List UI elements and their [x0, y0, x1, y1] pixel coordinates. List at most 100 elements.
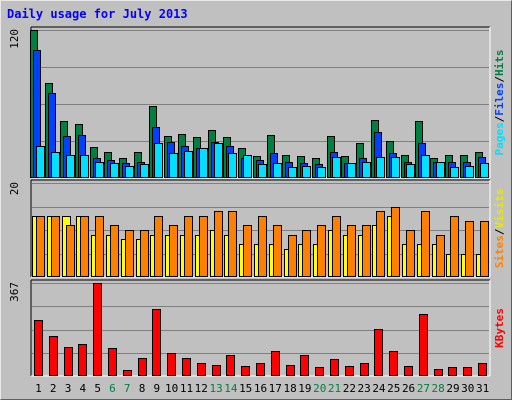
- x-tick-label-day-17: 17: [269, 382, 282, 395]
- bar-pages-day-2: [51, 152, 60, 178]
- bar-pages-day-30: [465, 166, 474, 178]
- bar-pages-day-26: [406, 164, 415, 178]
- x-tick-label-day-2: 2: [50, 382, 57, 395]
- legend-separator: /: [493, 76, 506, 83]
- bar-sites-day-11: [184, 216, 193, 277]
- legend-item-sites: Sites: [493, 235, 506, 268]
- x-tick-label-day-21: 21: [328, 382, 341, 395]
- bar-pages-day-16: [258, 164, 267, 178]
- bar-pages-day-10: [169, 153, 178, 178]
- bar-pages-day-24: [376, 157, 385, 178]
- x-tick-label-day-4: 4: [80, 382, 87, 395]
- bar-sites-day-2: [51, 216, 60, 277]
- bar-kbytes-day-15: [241, 366, 250, 376]
- x-tick-label-day-8: 8: [139, 382, 146, 395]
- bar-kbytes-day-28: [434, 369, 443, 376]
- bar-sites-day-17: [273, 225, 282, 277]
- bar-pages-day-19: [302, 166, 311, 178]
- x-tick-label-day-1: 1: [35, 382, 42, 395]
- bar-sites-day-22: [347, 225, 356, 277]
- bar-kbytes-day-21: [330, 359, 339, 376]
- bar-kbytes-day-29: [448, 367, 457, 376]
- bar-pages-day-13: [214, 143, 223, 178]
- bar-kbytes-day-26: [404, 366, 413, 376]
- bar-kbytes-day-17: [271, 351, 280, 376]
- bar-pages-day-14: [228, 153, 237, 178]
- bar-sites-day-8: [140, 230, 149, 277]
- bar-kbytes-day-5: [93, 283, 102, 376]
- bar-pages-day-17: [273, 163, 282, 178]
- x-tick-label-day-20: 20: [313, 382, 326, 395]
- bar-kbytes-day-22: [345, 366, 354, 376]
- bar-sites-day-14: [228, 211, 237, 277]
- bar-kbytes-day-4: [78, 344, 87, 376]
- x-tick-label-day-7: 7: [124, 382, 131, 395]
- bar-kbytes-day-24: [374, 329, 383, 376]
- bar-sites-day-28: [436, 235, 445, 277]
- y-axis-max-label: 120: [8, 29, 21, 49]
- bar-kbytes-day-11: [182, 358, 191, 376]
- bar-pages-day-11: [184, 151, 193, 178]
- x-tick-label-day-14: 14: [224, 382, 238, 395]
- bar-pages-day-27: [421, 155, 430, 178]
- bar-kbytes-day-23: [360, 363, 369, 376]
- x-tick-label-day-28: 28: [432, 382, 445, 395]
- bar-kbytes-day-6: [108, 348, 117, 376]
- y-axis-max-label: 20: [8, 182, 21, 195]
- bar-kbytes-day-27: [419, 314, 428, 376]
- bar-kbytes-day-16: [256, 363, 265, 376]
- legend-item-kbytes: KBytes: [493, 308, 506, 348]
- bar-pages-day-28: [436, 162, 445, 178]
- bar-pages-day-7: [125, 166, 134, 178]
- bar-kbytes-day-12: [197, 363, 206, 376]
- bar-sites-day-9: [154, 216, 163, 277]
- x-tick-label-day-3: 3: [65, 382, 72, 395]
- bar-pages-day-5: [95, 162, 104, 178]
- bar-pages-day-21: [332, 157, 341, 178]
- x-tick-label-day-6: 6: [109, 382, 116, 395]
- bar-kbytes-day-10: [167, 353, 176, 376]
- bar-kbytes-day-9: [152, 309, 161, 376]
- bar-sites-day-4: [80, 216, 89, 277]
- bar-sites-day-19: [302, 230, 311, 277]
- x-tick-label-day-27: 27: [417, 382, 430, 395]
- bar-pages-day-29: [450, 167, 459, 178]
- x-tick-label-day-18: 18: [283, 382, 296, 395]
- bar-kbytes-day-2: [49, 336, 58, 376]
- bar-kbytes-day-3: [64, 347, 73, 376]
- legend-item-pages: Pages: [493, 122, 506, 155]
- bar-sites-day-26: [406, 230, 415, 277]
- bar-pages-day-31: [480, 163, 489, 178]
- bar-pages-day-15: [243, 155, 252, 178]
- bar-pages-day-23: [362, 162, 371, 178]
- bar-pages-day-9: [154, 143, 163, 178]
- plot-area: [31, 280, 490, 376]
- x-tick-label-day-13: 13: [209, 382, 222, 395]
- bar-kbytes-day-14: [226, 355, 235, 376]
- bar-kbytes-day-19: [300, 355, 309, 376]
- x-tick-label-day-9: 9: [154, 382, 161, 395]
- x-tick-label-day-31: 31: [476, 382, 489, 395]
- bar-sites-day-25: [391, 207, 400, 277]
- x-tick-label-day-16: 16: [254, 382, 267, 395]
- bar-sites-day-20: [317, 225, 326, 277]
- bar-sites-day-30: [465, 221, 474, 277]
- x-tick-label-day-30: 30: [461, 382, 474, 395]
- x-tick-label-day-26: 26: [402, 382, 415, 395]
- bar-sites-day-10: [169, 225, 178, 277]
- bar-sites-day-31: [480, 221, 489, 277]
- bar-sites-day-29: [450, 216, 459, 277]
- legend-hits-pages: Pages/Files/Hits: [493, 50, 506, 156]
- bar-sites-day-3: [66, 225, 75, 277]
- x-tick-label-day-11: 11: [180, 382, 193, 395]
- x-tick-label-day-22: 22: [343, 382, 356, 395]
- bar-kbytes-day-8: [138, 358, 147, 376]
- x-tick-label-day-24: 24: [372, 382, 386, 395]
- bar-sites-day-15: [243, 225, 252, 277]
- bar-kbytes-day-30: [463, 367, 472, 376]
- x-tick-label-day-25: 25: [387, 382, 400, 395]
- x-tick-label-day-12: 12: [195, 382, 208, 395]
- bar-kbytes-day-20: [315, 367, 324, 376]
- bar-sites-day-6: [110, 225, 119, 277]
